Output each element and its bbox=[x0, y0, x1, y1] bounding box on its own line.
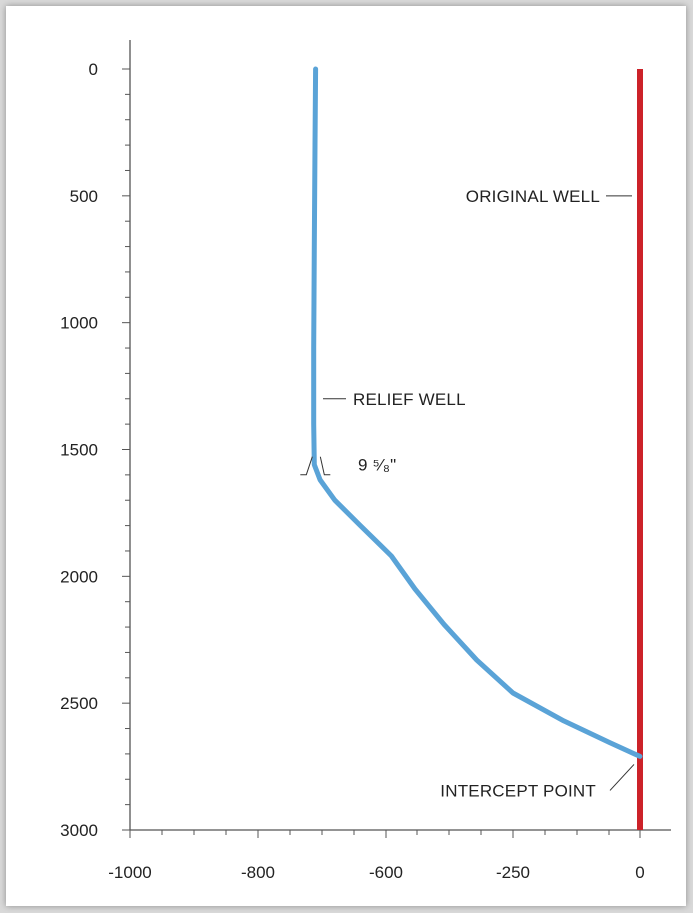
original-well-label: ORIGINAL WELL bbox=[466, 187, 600, 206]
relief-well-label: RELIEF WELL bbox=[353, 390, 466, 409]
intercept-point-label: INTERCEPT POINT bbox=[440, 781, 596, 800]
x-tick-label: -250 bbox=[496, 863, 530, 882]
x-tick-label: -600 bbox=[369, 863, 403, 882]
intercept-leader bbox=[609, 764, 635, 791]
x-tick-label: 0 bbox=[635, 863, 644, 882]
y-tick-label: 3000 bbox=[60, 821, 98, 840]
series-group bbox=[311, 66, 643, 830]
x-tick-label: -800 bbox=[241, 863, 275, 882]
axes: 0 500 1000 1500 2000 2500 3000 -1000 -800 -600 -25… bbox=[60, 40, 671, 882]
y-tick-label: 1000 bbox=[60, 314, 98, 333]
casing-size-label: 9 ⁵⁄₈" bbox=[358, 456, 396, 475]
well-trajectory-chart: 0 500 1000 1500 2000 2500 3000 -1000 -800 -600 -25… bbox=[60, 40, 671, 882]
chart-card: 0 500 1000 1500 2000 2500 3000 -1000 -800 -600 -25… bbox=[6, 6, 686, 906]
y-tick-label: 2500 bbox=[60, 694, 98, 713]
labels-group: ORIGINAL WELL RELIEF WELL 9 ⁵⁄₈" INTERCEPT … bbox=[300, 187, 635, 800]
casing-shoe-right bbox=[319, 456, 331, 476]
x-tick-label: -1000 bbox=[108, 863, 151, 882]
casing-shoe-left bbox=[300, 456, 313, 476]
relief-well-line bbox=[311, 66, 643, 759]
y-tick-label: 500 bbox=[70, 187, 98, 206]
y-tick-label: 2000 bbox=[60, 567, 98, 586]
y-tick-label: 0 bbox=[89, 60, 98, 79]
y-tick-label: 1500 bbox=[60, 441, 98, 460]
